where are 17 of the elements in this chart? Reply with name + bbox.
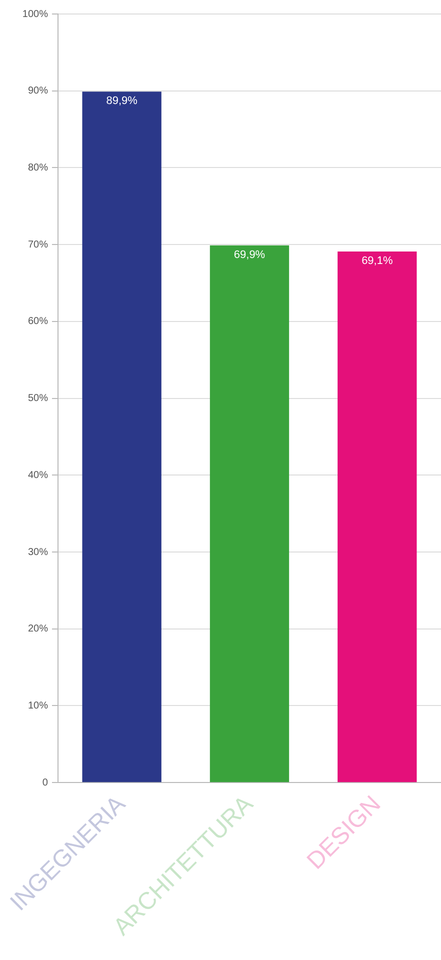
y-tick-label: 70%	[28, 239, 48, 250]
y-tick-label: 100%	[22, 8, 48, 20]
y-tick-label: 0	[42, 777, 48, 788]
bar	[82, 92, 162, 782]
y-tick-label: 30%	[28, 546, 48, 558]
bar	[210, 245, 290, 782]
y-tick-label: 80%	[28, 162, 48, 174]
bar	[338, 251, 417, 782]
y-tick-label: 90%	[28, 86, 48, 97]
data-label: 69,1%	[362, 255, 393, 268]
y-tick-label: 50%	[28, 393, 48, 404]
y-tick-label: 60%	[28, 316, 48, 328]
y-tick-label: 10%	[28, 700, 48, 712]
y-tick-label: 20%	[28, 624, 48, 635]
data-label: 69,9%	[234, 248, 266, 261]
data-label: 89,9%	[106, 95, 138, 108]
y-tick-label: 40%	[28, 470, 48, 481]
